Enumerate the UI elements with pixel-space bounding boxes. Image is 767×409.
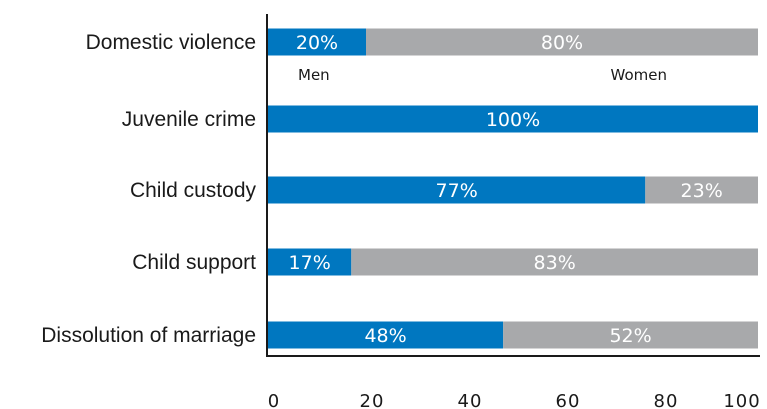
bar-women-2 [645,176,758,204]
category-label: Child custody [130,179,257,202]
category-label: Child support [132,251,256,274]
legend-men: Men [298,66,330,84]
data-label-women-2: 23% [681,180,723,202]
labels-layer: 20% 80% 100% 77% 23% 17% 83% 48% 52% Men Women [289,32,723,347]
ticks-layer: 0 20 40 60 80 100 [268,391,760,409]
data-label-men-0: 20% [296,32,338,54]
x-tick-label: 20 [360,391,385,409]
x-tick-label: 0 [268,391,280,409]
data-label-women-4: 52% [609,325,651,347]
bar-men-2 [268,176,646,204]
data-label-women-3: 83% [534,252,576,274]
data-label-men-1: 100% [486,109,540,131]
data-label-men-2: 77% [436,180,478,202]
x-tick-label: 80 [654,391,679,409]
bar-men-0 [268,28,366,56]
bar-women-4 [503,321,758,349]
data-label-men-4: 48% [364,325,406,347]
bar-men-1 [268,105,758,133]
category-label: Dissolution of marriage [41,324,256,347]
data-label-women-0: 80% [541,32,583,54]
bar-women-3 [351,248,758,276]
bar-women-0 [366,28,758,56]
category-label: Domestic violence [86,31,256,54]
bars-layer [268,28,758,349]
bar-men-3 [268,248,352,276]
x-tick-label: 40 [458,391,483,409]
legend-women: Women [611,66,667,84]
category-labels: Domestic violence Juvenile crime Child cus… [41,31,256,347]
bar-men-4 [268,321,504,349]
data-label-men-3: 17% [289,252,331,274]
x-tick-label: 100 [723,391,760,409]
x-tick-label: 60 [556,391,581,409]
category-label: Juvenile crime [122,108,256,131]
